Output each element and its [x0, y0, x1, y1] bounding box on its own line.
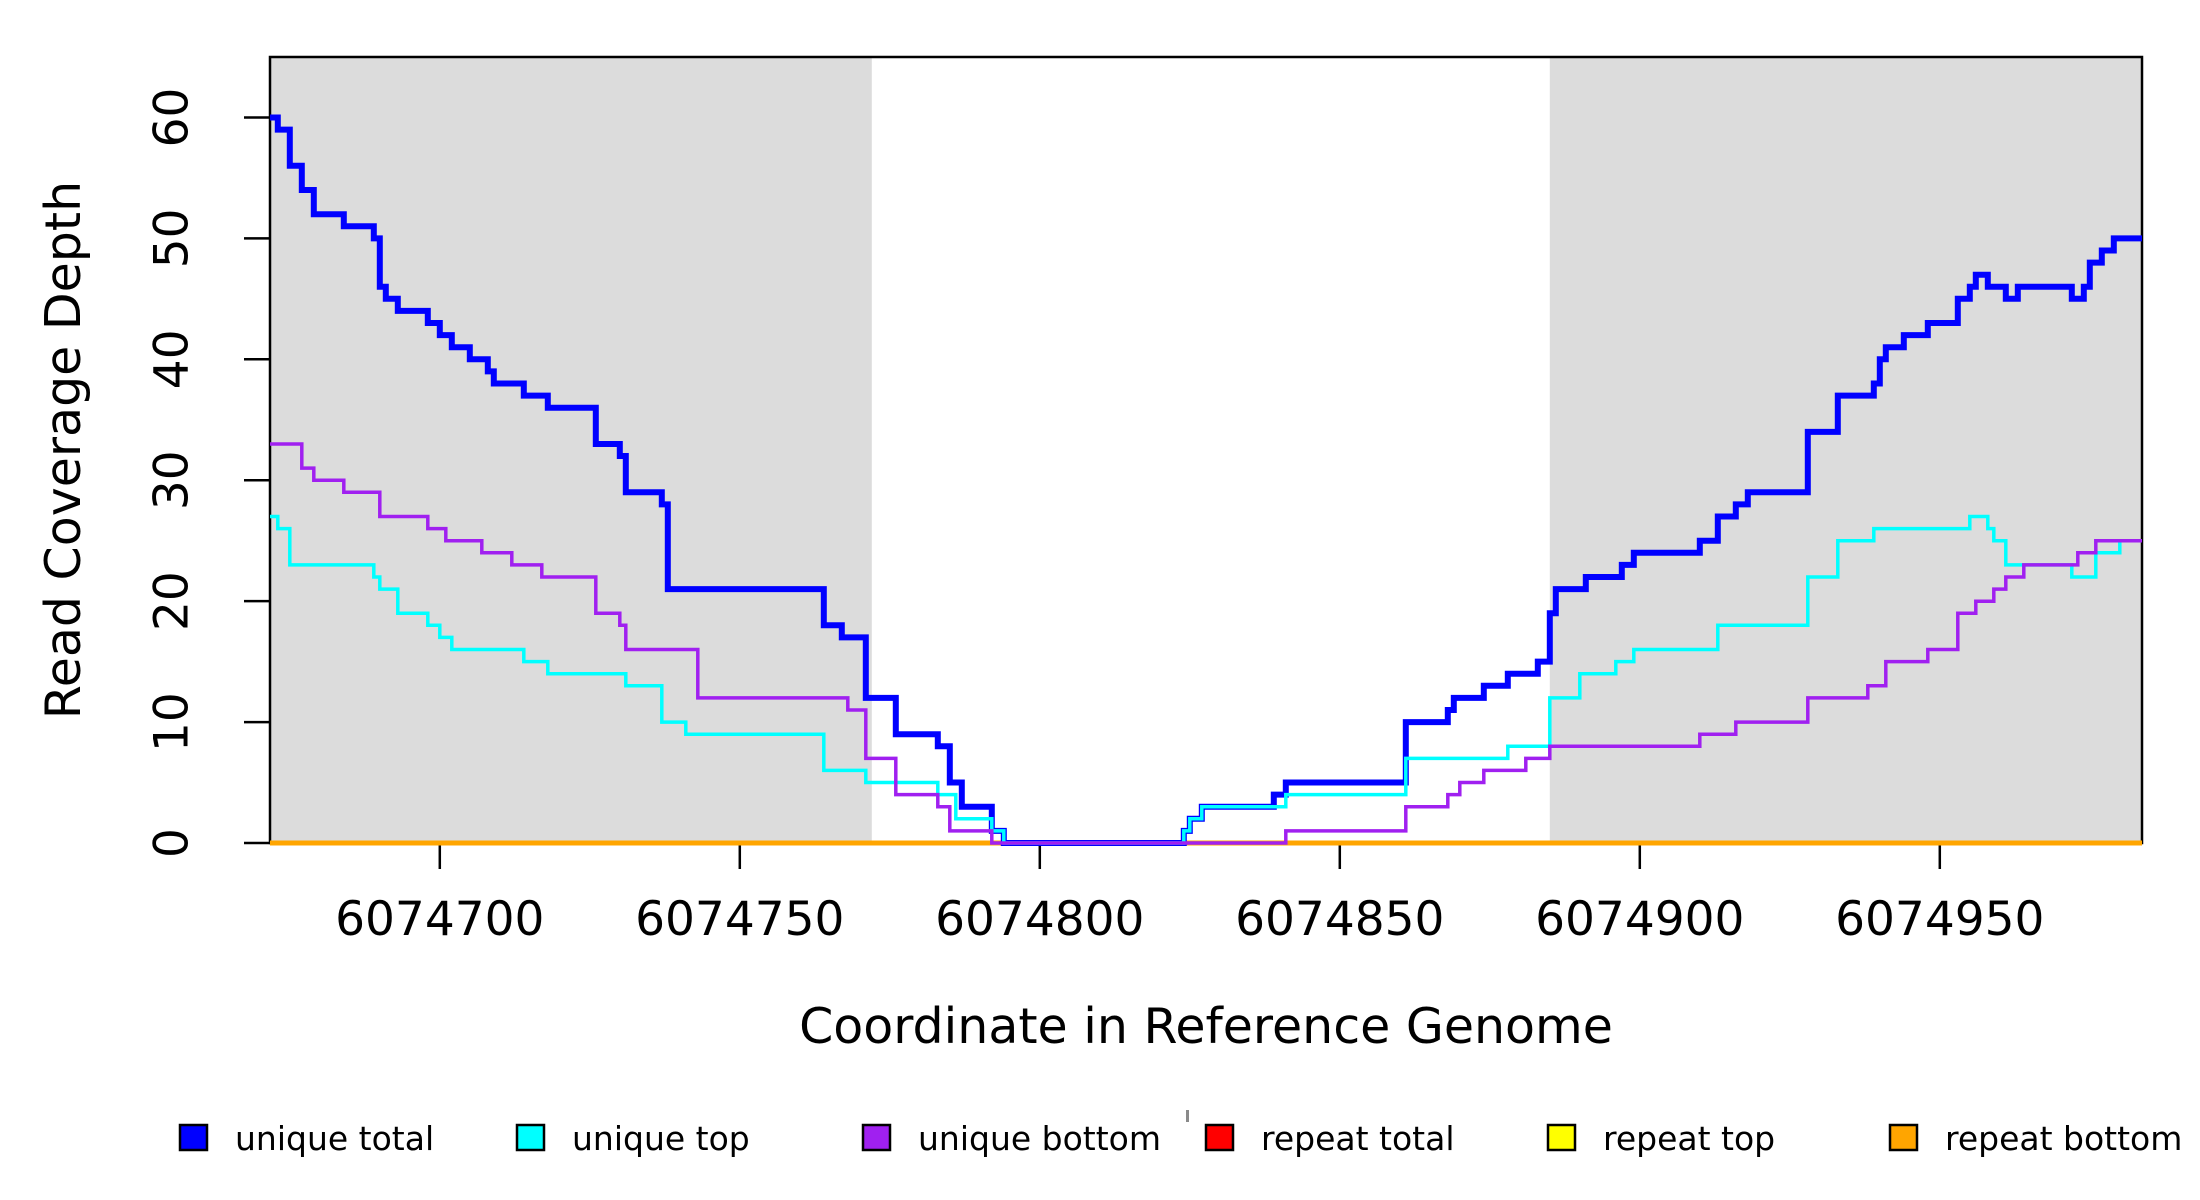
y-tick-label: 40 — [145, 329, 200, 389]
x-tick-label: 6074850 — [1235, 892, 1444, 947]
shaded-region-left-repeat-flank — [270, 57, 872, 843]
legend-swatch-unique-top — [515, 1123, 546, 1152]
x-tick-label: 6074750 — [635, 892, 844, 947]
y-tick-label: 20 — [145, 571, 200, 631]
y-axis-title: Read Coverage Depth — [35, 181, 92, 719]
legend-label-unique-bottom: unique bottom — [918, 1119, 1161, 1158]
legend-label-unique-total: unique total — [235, 1119, 434, 1158]
shaded-region-right-repeat-flank — [1549, 57, 2142, 843]
y-tick-label: 60 — [145, 88, 200, 148]
x-axis-title: Coordinate in Reference Genome — [799, 998, 1613, 1055]
legend-swatch-repeat-total — [1204, 1123, 1235, 1152]
series-line-unique-bottom — [270, 442, 2142, 845]
legend-swatch-repeat-bottom — [1888, 1123, 1919, 1152]
x-tick-label: 6074800 — [935, 892, 1144, 947]
x-tick-label: 6074900 — [1535, 892, 1744, 947]
legend-swatch-unique-total — [178, 1123, 209, 1152]
y-tick-label: 30 — [145, 450, 200, 510]
y-tick-label: 10 — [145, 692, 200, 752]
legend-label-unique-top: unique top — [572, 1119, 750, 1158]
x-tick-label: 6074700 — [335, 892, 544, 947]
legend-label-repeat-bottom: repeat bottom — [1945, 1119, 2182, 1158]
legend-label-repeat-top: repeat top — [1603, 1119, 1775, 1158]
x-tick-label: 6074950 — [1835, 892, 2044, 947]
y-tick-label: 0 — [145, 828, 200, 858]
series-line-unique-top — [270, 514, 2142, 845]
legend-swatch-unique-bottom — [861, 1123, 892, 1152]
legend-swatch-repeat-top — [1546, 1123, 1577, 1152]
legend-label-repeat-total: repeat total — [1261, 1119, 1455, 1158]
y-tick-label: 50 — [145, 208, 200, 268]
stray-mark — [1186, 1110, 1189, 1122]
